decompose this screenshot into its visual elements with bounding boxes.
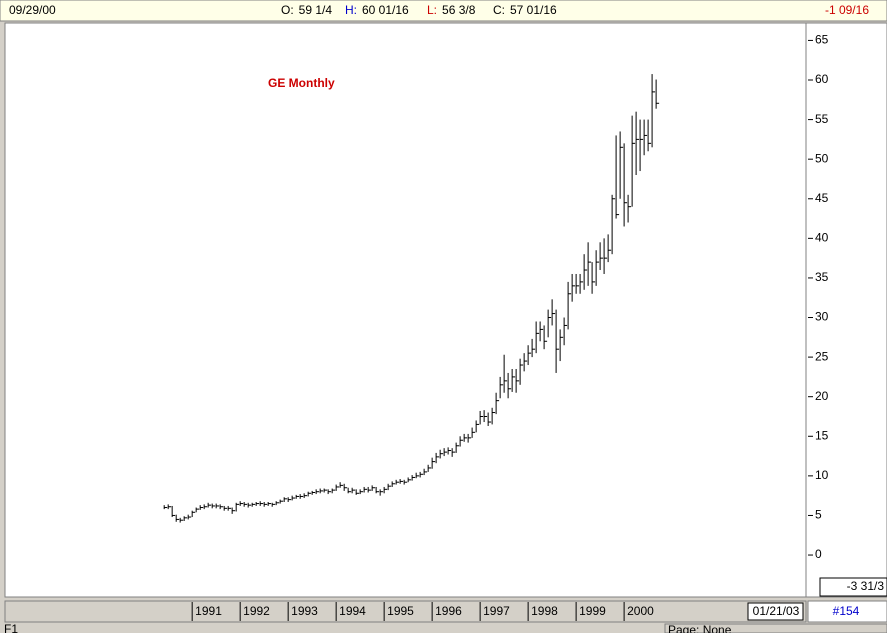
x-tick-label: 1993 <box>291 604 318 618</box>
quote-change: -1 09/16 <box>825 3 869 17</box>
x-tick-label: 1995 <box>387 604 414 618</box>
footer-date: 01/21/03 <box>753 604 800 618</box>
status-page: Page: None <box>668 623 732 633</box>
quote-label: H: <box>345 3 357 17</box>
y-tick-label: 50 <box>815 151 829 165</box>
y-tick-label: 35 <box>815 270 829 284</box>
quote-value: 56 3/8 <box>442 3 476 17</box>
y-tick-label: 45 <box>815 191 829 205</box>
x-tick-label: 1994 <box>339 604 366 618</box>
quote-value: 60 01/16 <box>362 3 409 17</box>
price-axis <box>805 22 887 598</box>
quote-label: C: <box>493 3 505 17</box>
y-tick-label: 65 <box>815 33 829 47</box>
x-tick-label: 2000 <box>627 604 654 618</box>
quote-value: 59 1/4 <box>299 3 333 17</box>
date-box <box>747 602 804 621</box>
y-tick-label: 10 <box>815 468 829 482</box>
quote-bar <box>0 0 887 22</box>
quote-date: 09/29/00 <box>9 3 56 17</box>
y-tick-label: 5 <box>815 508 822 522</box>
x-tick-label: 1999 <box>579 604 606 618</box>
quote-label: L: <box>427 3 437 17</box>
y-tick-label: 55 <box>815 112 829 126</box>
y-tick-label: 60 <box>815 72 829 86</box>
x-tick-label: 1996 <box>435 604 462 618</box>
chart-title: GE Monthly <box>268 76 335 90</box>
quote-label: O: <box>281 3 294 17</box>
cursor-box <box>819 577 887 597</box>
y-tick-label: 40 <box>815 231 829 245</box>
y-tick-label: 30 <box>815 310 829 324</box>
y-tick-label: 25 <box>815 349 829 363</box>
x-tick-label: 1991 <box>195 604 222 618</box>
plot-area <box>4 22 807 598</box>
footer-count: #154 <box>833 604 860 618</box>
count-box <box>807 600 887 623</box>
x-tick-label: 1992 <box>243 604 270 618</box>
status-key: F1 <box>4 622 18 633</box>
y-tick-label: 20 <box>815 389 829 403</box>
quote-value: 57 01/16 <box>510 3 557 17</box>
y-tick-label: 15 <box>815 428 829 442</box>
cursor-value: -3 31/3 <box>847 579 885 593</box>
status-panel <box>664 623 887 633</box>
y-tick-label: 0 <box>815 547 822 561</box>
date-axis <box>4 600 807 623</box>
x-tick-label: 1997 <box>483 604 510 618</box>
x-tick-label: 1998 <box>531 604 558 618</box>
